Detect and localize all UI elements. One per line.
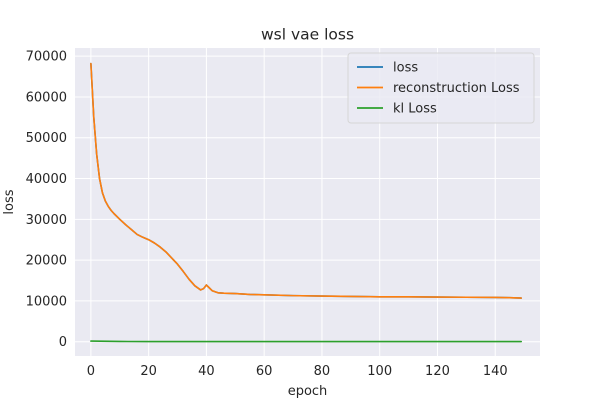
x-tick-label: 0 — [87, 364, 95, 379]
chart-title: wsl vae loss — [261, 26, 354, 44]
legend-box — [347, 52, 535, 124]
y-axis-label: loss — [2, 189, 17, 214]
x-tick-label: 20 — [140, 364, 157, 379]
x-tick-label: 120 — [425, 364, 450, 379]
x-tick-label: 140 — [483, 364, 508, 379]
x-tick-label: 100 — [367, 364, 392, 379]
series-line-reconstruction-loss — [90, 62, 523, 299]
x-tick-label: 60 — [256, 364, 273, 379]
legend: loss reconstruction Loss kl Loss — [347, 52, 535, 124]
y-tick-label: 10000 — [26, 294, 67, 309]
y-tick-label: 50000 — [26, 131, 67, 146]
x-tick-label: 80 — [314, 364, 331, 379]
legend-label-loss: loss — [393, 61, 418, 76]
y-tick-label: 30000 — [26, 213, 67, 228]
tick-labels: 0 20 40 60 80 100 120 140 0 10000 20000 30000 40000 5… — [26, 50, 508, 379]
y-tick-label: 20000 — [26, 254, 67, 269]
y-tick-label: 60000 — [26, 90, 67, 105]
x-axis-label: epoch — [288, 384, 328, 399]
y-tick-label: 70000 — [26, 50, 67, 65]
y-tick-label: 0 — [59, 335, 67, 350]
series-layer — [90, 62, 523, 343]
y-tick-label: 40000 — [26, 172, 67, 187]
x-tick-label: 40 — [198, 364, 215, 379]
legend-label-kl-loss: kl Loss — [393, 102, 437, 117]
legend-label-reconstruction-loss: reconstruction Loss — [393, 81, 520, 96]
